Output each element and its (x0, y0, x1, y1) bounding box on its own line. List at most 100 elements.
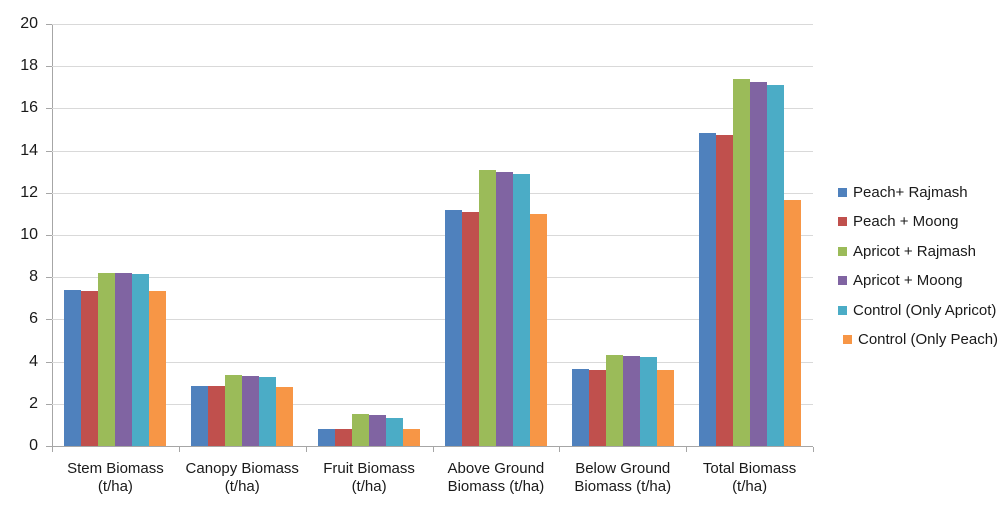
y-tick-mark (46, 108, 52, 109)
gridline (52, 24, 813, 25)
legend-swatch-icon (838, 275, 847, 285)
bar-peach-moong (588, 370, 606, 446)
x-tick-mark (306, 447, 307, 452)
y-tick-mark (46, 66, 52, 67)
y-tick-mark (46, 193, 52, 194)
y-tick-mark (46, 24, 52, 25)
bar-apricot-moong (749, 82, 767, 446)
bar-control-only-peach- (529, 214, 547, 446)
y-tick-label: 12 (20, 184, 38, 201)
bar-apricot-rajmash (352, 414, 370, 446)
gridline (52, 277, 813, 278)
bar-apricot-rajmash (732, 79, 750, 446)
bar-apricot-moong (495, 172, 513, 446)
gridline (52, 404, 813, 405)
legend-swatch-icon (838, 187, 847, 197)
gridline (52, 362, 813, 363)
bar-apricot-moong (242, 376, 260, 446)
legend-item: Peach+ Rajmash (838, 183, 968, 201)
y-tick-label: 20 (20, 15, 38, 32)
x-tick-mark (52, 447, 53, 452)
legend-item: Apricot + Rajmash (838, 242, 976, 260)
gridline (52, 66, 813, 67)
bar-apricot-moong (622, 356, 640, 446)
y-tick-mark (46, 446, 52, 447)
bar-control-only-apricot- (386, 418, 404, 446)
x-category-label: Fruit Biomass (t/ha) (323, 460, 415, 495)
bar-control-only-apricot- (639, 357, 657, 446)
bar-apricot-rajmash (225, 375, 243, 446)
y-tick-mark (46, 362, 52, 363)
gridline (52, 108, 813, 109)
y-tick-label: 0 (29, 437, 38, 454)
legend-item: Peach + Moong (838, 212, 959, 230)
bar-peach-moong (208, 386, 226, 446)
x-axis-line (52, 446, 813, 447)
bar-group (306, 24, 433, 446)
y-tick-label: 16 (20, 99, 38, 116)
bar-control-only-apricot- (259, 377, 277, 446)
bar-control-only-peach- (783, 200, 801, 446)
x-tick-mark (559, 447, 560, 452)
bar-peach-rajmash (571, 369, 589, 446)
bar-peach-moong (81, 291, 99, 446)
y-tick-label: 18 (20, 57, 38, 74)
x-tick-mark (179, 447, 180, 452)
legend-item: Control (Only Apricot) (838, 301, 996, 319)
y-tick-label: 4 (29, 353, 38, 370)
legend-label: Control (Only Peach) (858, 330, 999, 348)
gridline (52, 193, 813, 194)
bar-group (559, 24, 686, 446)
bar-group (433, 24, 560, 446)
bar-group (686, 24, 813, 446)
bar-control-only-peach- (403, 429, 421, 446)
legend-label: Apricot + Rajmash (853, 242, 976, 260)
y-tick-mark (46, 235, 52, 236)
y-tick-mark (46, 319, 52, 320)
bar-apricot-rajmash (478, 170, 496, 446)
y-tick-label: 10 (20, 226, 38, 243)
bar-peach-rajmash (191, 386, 209, 446)
bar-peach-rajmash (698, 133, 716, 446)
legend-label: Peach + Moong (853, 212, 959, 230)
bar-control-only-peach- (149, 291, 167, 446)
bar-group (52, 24, 179, 446)
bar-apricot-moong (115, 273, 133, 446)
legend-item: Control (Only Peach) (838, 330, 998, 348)
x-tick-mark (813, 447, 814, 452)
bar-group (179, 24, 306, 446)
bar-apricot-rajmash (605, 355, 623, 446)
y-tick-mark (46, 404, 52, 405)
bar-peach-rajmash (444, 210, 462, 446)
legend-swatch-icon (838, 246, 847, 256)
x-tick-mark (433, 447, 434, 452)
y-tick-label: 2 (29, 395, 38, 412)
legend-item: Apricot + Moong (838, 271, 963, 289)
x-category-label: Canopy Biomass (t/ha) (185, 460, 299, 495)
bar-peach-rajmash (318, 429, 336, 446)
gridline (52, 319, 813, 320)
bar-control-only-apricot- (512, 174, 530, 446)
bar-apricot-rajmash (98, 273, 116, 446)
bar-apricot-moong (369, 415, 387, 446)
legend-label: Peach+ Rajmash (853, 183, 968, 201)
legend-label: Apricot + Moong (853, 271, 963, 289)
bar-control-only-peach- (276, 387, 294, 446)
legend-swatch-icon (838, 305, 847, 315)
y-tick-label: 8 (29, 268, 38, 285)
bar-peach-rajmash (64, 290, 82, 446)
x-category-label: Stem Biomass (t/ha) (67, 460, 164, 495)
y-tick-label: 14 (20, 142, 38, 159)
bar-peach-moong (335, 429, 353, 446)
bar-control-only-peach- (656, 370, 674, 446)
x-category-label: Below Ground Biomass (t/ha) (574, 460, 672, 495)
bar-control-only-apricot- (766, 85, 784, 446)
gridline (52, 151, 813, 152)
y-tick-mark (46, 151, 52, 152)
bar-peach-moong (715, 135, 733, 446)
x-tick-mark (686, 447, 687, 452)
bar-peach-moong (461, 212, 479, 446)
x-category-label: Total Biomass (t/ha) (702, 460, 797, 495)
x-category-label: Above Ground Biomass (t/ha) (447, 460, 545, 495)
